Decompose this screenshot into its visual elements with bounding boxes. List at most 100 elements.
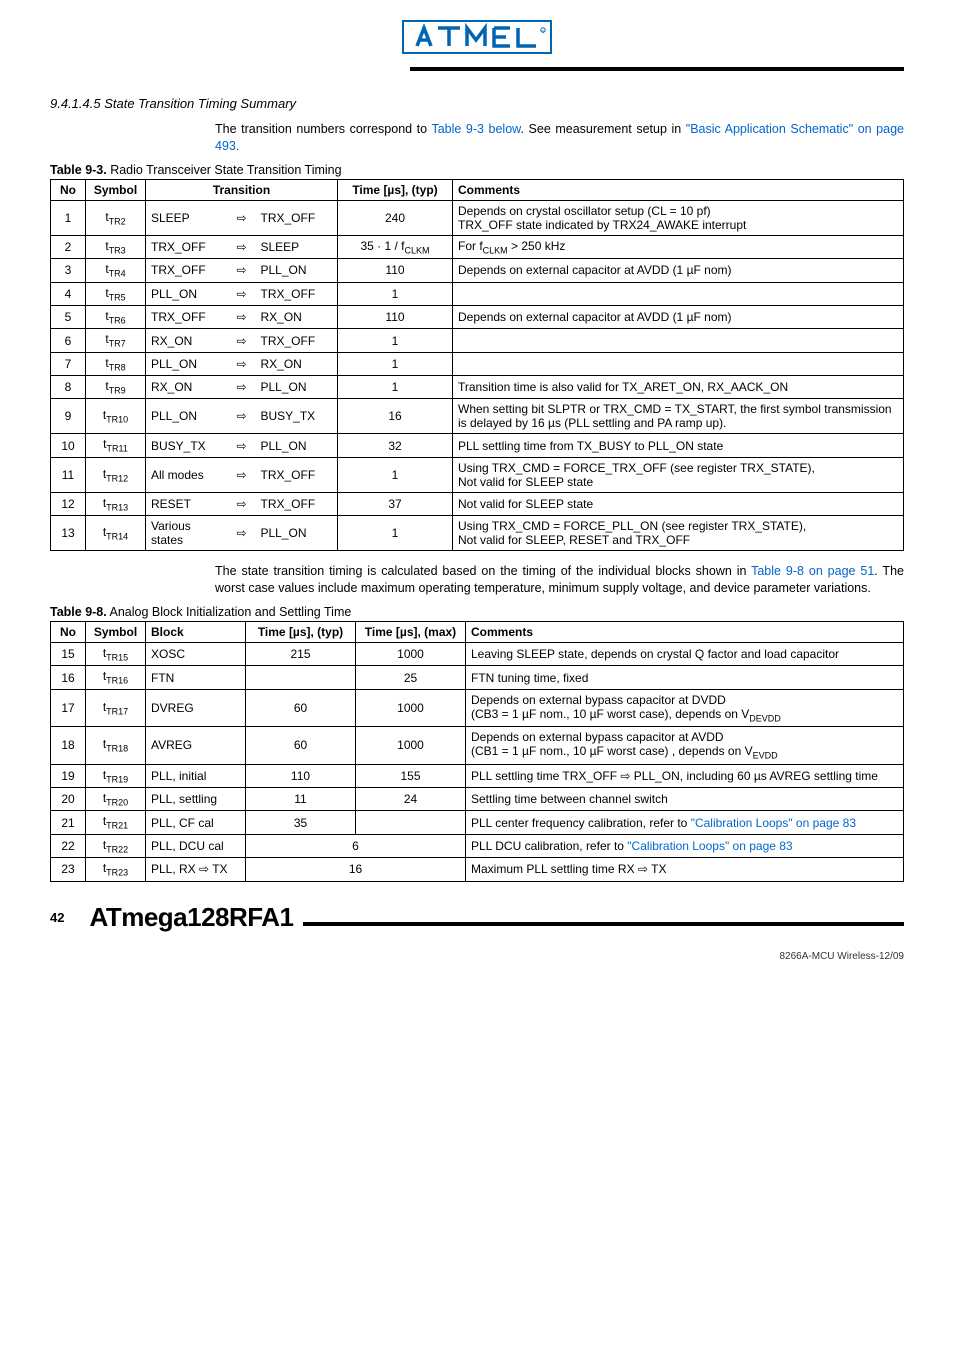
cell-to: SLEEP: [256, 235, 338, 258]
cell-symbol: tTR8: [86, 352, 146, 375]
cell-symbol: tTR9: [86, 376, 146, 399]
cell-no: 13: [51, 516, 86, 551]
cell-time: 110: [338, 259, 453, 282]
cell-typ: 35: [246, 811, 356, 834]
cell-to: TRX_OFF: [256, 200, 338, 235]
cell-no: 7: [51, 352, 86, 375]
cell-time: 1: [338, 457, 453, 492]
cell-max: 1000: [356, 689, 466, 726]
table-93-link[interactable]: Table 9-3 below: [431, 122, 520, 136]
product-name: ATmega128RFA1: [89, 902, 293, 933]
cell-time: 240: [338, 200, 453, 235]
cell-symbol: tTR22: [86, 834, 146, 857]
table-98-link[interactable]: Table 9-8 on page 51: [751, 564, 874, 578]
th-symbol: Symbol: [86, 179, 146, 200]
cell-from: RX_ON: [146, 329, 228, 352]
cell-no: 6: [51, 329, 86, 352]
table-row: 4tTR5PLL_ON⇨TRX_OFF1: [51, 282, 904, 305]
cell-block: PLL, RX ⇨ TX: [146, 858, 246, 881]
cell-time: 110: [338, 305, 453, 328]
cell-symbol: tTR10: [86, 399, 146, 434]
cell-comment: Not valid for SLEEP state: [453, 492, 904, 515]
table-row: 10tTR11BUSY_TX⇨PLL_ON32PLL settling time…: [51, 434, 904, 457]
cell-no: 2: [51, 235, 86, 258]
table-row: 23tTR23PLL, RX ⇨ TX16Maximum PLL settlin…: [51, 858, 904, 881]
th-comments: Comments: [453, 179, 904, 200]
intro-paragraph: The transition numbers correspond to Tab…: [215, 121, 904, 155]
table-row: 16tTR16FTN25FTN tuning time, fixed: [51, 666, 904, 689]
table-93-caption-bold: Table 9-3.: [50, 163, 107, 177]
calibration-link[interactable]: "Calibration Loops" on page 83: [627, 839, 792, 853]
th-block: Block: [146, 622, 246, 643]
cell-time-merged: 6: [246, 834, 466, 857]
cell-block: PLL, settling: [146, 787, 246, 810]
company-logo: R: [50, 20, 904, 57]
cell-comment: [453, 282, 904, 305]
cell-to: PLL_ON: [256, 516, 338, 551]
cell-time-merged: 16: [246, 858, 466, 881]
cell-block: AVREG: [146, 727, 246, 764]
cell-no: 22: [51, 834, 86, 857]
cell-symbol: tTR7: [86, 329, 146, 352]
cell-arrow: ⇨: [228, 259, 256, 282]
footer-doc-id: 8266A-MCU Wireless-12/09: [50, 951, 904, 962]
table-row: 19tTR19PLL, initial110155PLL settling ti…: [51, 764, 904, 787]
table-row: 7tTR8PLL_ON⇨RX_ON1: [51, 352, 904, 375]
cell-to: BUSY_TX: [256, 399, 338, 434]
cell-symbol: tTR12: [86, 457, 146, 492]
cell-max: 1000: [356, 643, 466, 666]
table-98: No Symbol Block Time [µs], (typ) Time [µ…: [50, 621, 904, 882]
cell-no: 9: [51, 399, 86, 434]
cell-from: RESET: [146, 492, 228, 515]
cell-time: 1: [338, 329, 453, 352]
cell-time: 16: [338, 399, 453, 434]
table-row: 2tTR3TRX_OFF⇨SLEEP35 · 1 / fCLKMFor fCLK…: [51, 235, 904, 258]
cell-typ: 215: [246, 643, 356, 666]
cell-time: 1: [338, 516, 453, 551]
cell-from: TRX_OFF: [146, 235, 228, 258]
cell-from: All modes: [146, 457, 228, 492]
table-98-caption: Table 9-8. Analog Block Initialization a…: [50, 605, 904, 619]
cell-comment: Depends on external capacitor at AVDD (1…: [453, 305, 904, 328]
cell-symbol: tTR15: [86, 643, 146, 666]
cell-to: PLL_ON: [256, 259, 338, 282]
cell-no: 8: [51, 376, 86, 399]
table-row: 1tTR2SLEEP⇨TRX_OFF240Depends on crystal …: [51, 200, 904, 235]
cell-no: 15: [51, 643, 86, 666]
cell-from: RX_ON: [146, 376, 228, 399]
cell-symbol: tTR13: [86, 492, 146, 515]
intro-text-2: . See measurement setup in: [521, 122, 686, 136]
cell-comment: Maximum PLL settling time RX ⇨ TX: [466, 858, 904, 881]
cell-no: 1: [51, 200, 86, 235]
cell-typ: 11: [246, 787, 356, 810]
footer-rule: [303, 922, 904, 926]
cell-typ: [246, 666, 356, 689]
table-row: 5tTR6TRX_OFF⇨RX_ON110Depends on external…: [51, 305, 904, 328]
table-row: 8tTR9RX_ON⇨PLL_ON1Transition time is als…: [51, 376, 904, 399]
cell-block: FTN: [146, 666, 246, 689]
mid-text-1: The state transition timing is calculate…: [215, 564, 751, 578]
cell-arrow: ⇨: [228, 329, 256, 352]
cell-symbol: tTR5: [86, 282, 146, 305]
cell-comment: PLL DCU calibration, refer to "Calibrati…: [466, 834, 904, 857]
cell-block: PLL, initial: [146, 764, 246, 787]
cell-comment: PLL settling time from TX_BUSY to PLL_ON…: [453, 434, 904, 457]
table-98-caption-bold: Table 9-8.: [50, 605, 107, 619]
cell-time: 37: [338, 492, 453, 515]
cell-comment: Depends on external capacitor at AVDD (1…: [453, 259, 904, 282]
cell-time: 1: [338, 352, 453, 375]
cell-max: [356, 811, 466, 834]
cell-comment: FTN tuning time, fixed: [466, 666, 904, 689]
table-row: 18tTR18AVREG601000Depends on external by…: [51, 727, 904, 764]
cell-arrow: ⇨: [228, 516, 256, 551]
table-row: 12tTR13RESET⇨TRX_OFF37Not valid for SLEE…: [51, 492, 904, 515]
intro-text-1: The transition numbers correspond to: [215, 122, 431, 136]
calibration-link[interactable]: "Calibration Loops" on page 83: [691, 816, 856, 830]
cell-no: 10: [51, 434, 86, 457]
cell-typ: 110: [246, 764, 356, 787]
table-93: No Symbol Transition Time [µs], (typ) Co…: [50, 179, 904, 552]
cell-arrow: ⇨: [228, 235, 256, 258]
cell-arrow: ⇨: [228, 492, 256, 515]
cell-arrow: ⇨: [228, 434, 256, 457]
section-heading: 9.4.1.4.5 State Transition Timing Summar…: [50, 96, 904, 111]
